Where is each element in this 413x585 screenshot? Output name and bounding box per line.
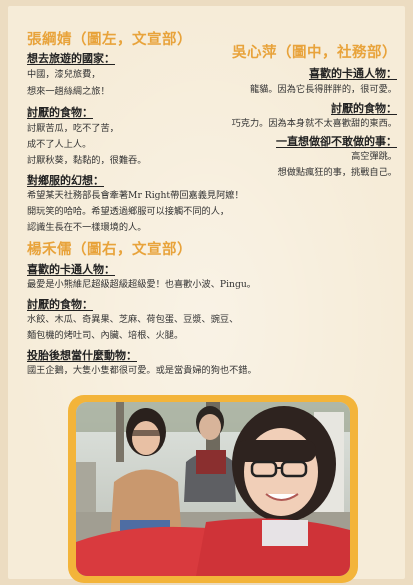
photo-frame <box>68 395 358 583</box>
middle-q3-heading: 一直想做卻不敢做的事： <box>276 135 397 148</box>
middle-q3-line-2: 想做點瘋狂的事，挑戰自己。 <box>277 167 397 178</box>
left-q1-heading: 想去旅遊的國家： <box>27 52 115 65</box>
document-page: 張綱婧（圖左，文宣部） 想去旅遊的國家： 中國，漆兒旅費， 想來一趟絲綢之旅！ … <box>8 6 405 583</box>
right-q2-line-2: 麵包機的烤吐司、內臟、培根、火腿。 <box>27 330 184 341</box>
middle-q1-heading: 喜歡的卡通人物： <box>309 67 397 80</box>
left-q2-line-2: 成不了人上人。 <box>27 139 92 150</box>
middle-q3-line-1: 高空彈跳。 <box>351 151 397 162</box>
middle-q2-line-1: 巧克力。因為本身就不太喜歡甜的東西。 <box>231 118 397 129</box>
left-q3-line-2: 開玩笑的哈哈。希望透過鄉服可以接觸不同的人， <box>27 206 230 217</box>
right-q2-line-1: 水餃、木瓜、奇異果、芝麻、荷包蛋、豆漿、豌豆、 <box>27 314 239 325</box>
group-selfie-photo <box>76 402 350 576</box>
selfie-illustration <box>76 402 350 576</box>
right-q2-heading: 討厭的食物： <box>27 298 93 311</box>
left-person-name: 張綱婧（圖左，文宣部） <box>27 31 192 48</box>
left-q3-line-1: 希望某天社務部長會牽著Mr Right帶回嘉義見阿嬤！ <box>27 190 244 201</box>
left-q1-line-1: 中國，漆兒旅費， <box>27 69 101 80</box>
middle-person-name: 吳心萍（圖中，社務部） <box>232 44 397 61</box>
right-q3-heading: 投胎後想當什麼動物： <box>27 349 137 362</box>
right-q1-heading: 喜歡的卡通人物： <box>27 263 115 276</box>
left-q1-line-2: 想來一趟絲綢之旅！ <box>27 86 110 97</box>
right-q3-line-1: 國王企鵝，大隻小隻都很可愛。或是當貴婦的狗也不錯。 <box>27 365 257 376</box>
middle-q2-heading: 討厭的食物： <box>331 102 397 115</box>
left-q3-heading: 對鄉服的幻想： <box>27 174 104 187</box>
left-q3-line-3: 認識生長在不一樣環境的人。 <box>27 222 147 233</box>
left-q2-heading: 討厭的食物： <box>27 106 93 119</box>
right-person-name: 楊禾儒（圖右，文宣部） <box>27 241 192 258</box>
left-q2-line-1: 討厭苦瓜，吃不了苦， <box>27 123 119 134</box>
right-q1-line-1: 最愛是小熊維尼超級超級超級愛！也喜歡小波、Pingu。 <box>27 279 256 290</box>
left-q2-line-3: 討厭秋葵，黏黏的，很難吞。 <box>27 155 147 166</box>
middle-q1-line-1: 龍貓。因為它長得胖胖的，很可愛。 <box>250 84 397 95</box>
